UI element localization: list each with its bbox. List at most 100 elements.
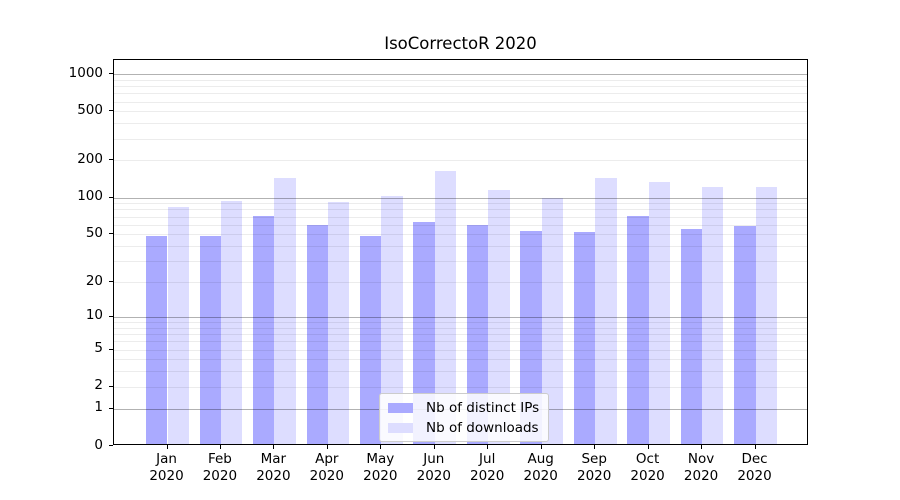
x-tick-label: Jan 2020	[149, 451, 184, 484]
y-tick-label: 5	[94, 340, 103, 356]
minor-gridline	[114, 386, 807, 388]
y-tick-label: 200	[77, 150, 103, 167]
minor-gridline	[114, 79, 807, 81]
y-tick-label: 100	[77, 188, 103, 204]
minor-gridline	[114, 203, 807, 205]
y-tick-mark	[109, 159, 113, 161]
minor-gridline	[114, 349, 807, 351]
x-tick-mark	[701, 445, 703, 449]
bar-downloads-apr	[327, 202, 350, 444]
minor-gridline	[114, 111, 807, 113]
y-tick-label: 10	[85, 307, 103, 324]
x-tick-mark	[647, 445, 649, 449]
y-tick-label: 500	[77, 101, 103, 118]
minor-gridline	[114, 341, 807, 343]
y-tick-mark	[109, 281, 113, 283]
bar-distinct-ips-aug	[520, 231, 542, 444]
y-tick-mark	[109, 348, 113, 350]
bar-downloads-dec	[755, 186, 777, 444]
legend-label: Nb of downloads	[426, 419, 539, 436]
minor-gridline	[114, 101, 807, 103]
y-tick-label: 20	[85, 272, 103, 289]
x-tick-label: Apr 2020	[309, 451, 344, 484]
minor-gridline	[114, 138, 807, 140]
legend: Nb of distinct IPs Nb of downloads	[379, 393, 550, 442]
x-tick-mark	[219, 445, 221, 449]
bar-downloads-jan	[167, 207, 189, 444]
y-tick-label: 1000	[68, 64, 103, 81]
major-gridline	[114, 316, 807, 318]
x-tick-mark	[487, 445, 489, 449]
bar-downloads-jul	[488, 190, 510, 444]
y-tick-mark	[109, 407, 113, 409]
bar-downloads-feb	[220, 200, 243, 444]
minor-gridline	[114, 123, 807, 125]
minor-gridline	[114, 371, 807, 373]
x-tick-mark	[326, 445, 328, 449]
x-tick-mark	[166, 445, 168, 449]
bar-distinct-ips-mar	[253, 216, 275, 444]
y-tick-mark	[109, 73, 113, 74]
y-tick-mark	[109, 110, 113, 112]
x-tick-label: Sep 2020	[577, 451, 612, 484]
x-tick-mark	[380, 445, 382, 449]
y-tick-mark	[109, 445, 113, 446]
bar-distinct-ips-nov	[680, 229, 703, 444]
bar-distinct-ips-dec	[734, 226, 756, 444]
legend-item: Nb of downloads	[388, 419, 539, 436]
bar-downloads-may	[381, 195, 403, 444]
minor-gridline	[114, 334, 807, 335]
x-tick-label: May 2020	[363, 451, 398, 484]
bar-distinct-ips-sep	[573, 232, 596, 444]
bar-downloads-sep	[595, 177, 617, 444]
minor-gridline	[114, 359, 807, 361]
minor-gridline	[114, 93, 807, 95]
distinct-ips-swatch	[388, 402, 413, 413]
bar-distinct-ips-jul	[466, 225, 489, 444]
y-tick-mark	[109, 233, 113, 235]
x-tick-mark	[273, 445, 275, 449]
minor-gridline	[114, 246, 807, 247]
chart-title: IsoCorrectoR 2020	[384, 34, 537, 53]
downloads-swatch	[388, 422, 413, 433]
legend-label: Nb of distinct IPs	[426, 399, 540, 416]
x-tick-label: Feb 2020	[202, 451, 238, 484]
x-tick-label: Oct 2020	[630, 451, 665, 484]
y-tick-mark	[109, 315, 113, 317]
minor-gridline	[114, 86, 807, 87]
y-tick-label: 50	[85, 224, 103, 241]
y-tick-label: 1	[94, 399, 103, 416]
x-tick-label: Dec 2020	[737, 451, 772, 484]
bar-distinct-ips-feb	[199, 235, 221, 444]
x-tick-mark	[433, 445, 435, 449]
bar-downloads-jun	[434, 171, 457, 444]
bar-distinct-ips-oct	[627, 216, 649, 444]
y-tick-mark	[109, 196, 113, 198]
plot-area: Nb of distinct IPs Nb of downloads	[113, 59, 808, 445]
y-tick-label: 2	[94, 377, 103, 394]
x-tick-label: Mar 2020	[256, 451, 291, 484]
minor-gridline	[114, 322, 807, 323]
bar-distinct-ips-jan	[146, 235, 168, 444]
y-tick-mark	[109, 385, 113, 387]
minor-gridline	[114, 224, 807, 226]
bar-distinct-ips-jun	[413, 221, 435, 444]
minor-gridline	[114, 209, 807, 211]
bar-distinct-ips-apr	[306, 225, 328, 444]
bar-downloads-oct	[648, 181, 670, 444]
bar-downloads-nov	[702, 186, 724, 444]
x-tick-label: Jul 2020	[470, 451, 505, 484]
x-tick-mark	[594, 445, 596, 449]
minor-gridline	[114, 216, 807, 218]
x-tick-label: Aug 2020	[523, 451, 558, 484]
major-gridline	[114, 197, 807, 199]
major-gridline	[114, 74, 807, 75]
bar-downloads-mar	[274, 177, 296, 444]
bar-downloads-aug	[541, 197, 564, 444]
legend-item: Nb of distinct IPs	[388, 399, 539, 416]
minor-gridline	[114, 234, 807, 236]
x-tick-label: Nov 2020	[683, 451, 719, 484]
minor-gridline	[114, 282, 807, 284]
x-tick-label: Jun 2020	[416, 451, 451, 484]
